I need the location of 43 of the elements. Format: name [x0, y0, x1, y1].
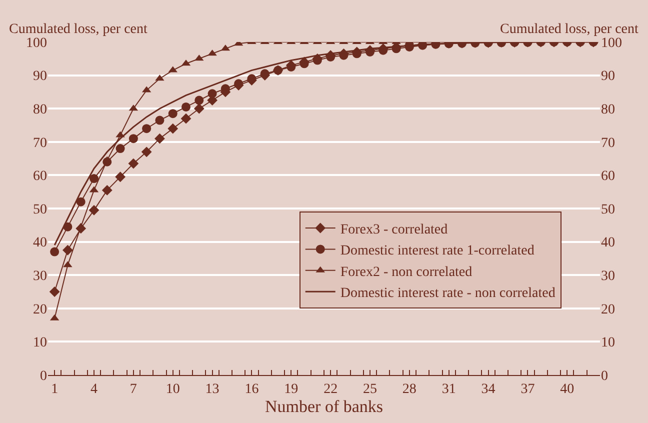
y2-axis-title: Cumulated loss, per cent: [500, 22, 639, 37]
legend-label: Forex2 - non correlated: [340, 264, 472, 280]
x-tick-label: 7: [130, 382, 137, 397]
legend-label: Domestic interest rate 1-correlated: [340, 244, 534, 259]
x-tick-label: 13: [205, 382, 220, 397]
y2-tick-label: 50: [601, 202, 615, 218]
y-tick-label: 10: [33, 336, 47, 351]
y-tick-label: 40: [33, 236, 47, 251]
x-tick-label: 28: [402, 382, 416, 397]
y2-tick-label: 20: [601, 302, 615, 318]
x-tick-label: 10: [166, 382, 180, 397]
y-tick-label: 100: [26, 36, 47, 51]
x-tick-label: 40: [560, 382, 574, 397]
x-tick-label: 22: [324, 382, 338, 397]
y2-tick-label: 30: [601, 269, 615, 284]
y-tick-label: 70: [33, 136, 47, 151]
y-tick-label: 90: [33, 69, 47, 84]
y2-tick-label: 40: [601, 236, 615, 251]
x-tick-label: 34: [481, 382, 496, 397]
y-tick-label: 0: [40, 368, 47, 384]
y-axis-title: Cumulated loss, per cent: [9, 22, 148, 37]
y-tick-label: 50: [33, 202, 47, 218]
y2-tick-label: 60: [601, 169, 615, 184]
y2-tick-label: 10: [601, 336, 615, 351]
x-tick-label: 19: [284, 382, 298, 397]
y-tick-label: 60: [33, 169, 47, 184]
x-tick-label: 4: [90, 382, 98, 397]
y-tick-label: 80: [33, 102, 47, 118]
legend-label: Domestic interest rate - non correlated: [340, 286, 556, 302]
legend-label: Forex3 - correlated: [340, 222, 448, 238]
x-tick-label: 37: [520, 382, 535, 397]
y2-tick-label: 80: [601, 102, 615, 118]
y2-tick-label: 70: [601, 136, 615, 151]
y2-tick-label: 0: [601, 368, 608, 384]
x-axis-title: Number of banks: [264, 396, 384, 416]
y2-tick-label: 100: [601, 36, 622, 51]
x-tick-label: 31: [442, 382, 456, 397]
y-tick-label: 20: [33, 302, 47, 318]
x-tick-label: 25: [363, 382, 377, 397]
x-tick-label: 16: [244, 382, 259, 397]
y-tick-label: 30: [33, 269, 47, 284]
x-tick-label: 1: [51, 382, 58, 397]
y2-tick-label: 90: [601, 69, 615, 84]
